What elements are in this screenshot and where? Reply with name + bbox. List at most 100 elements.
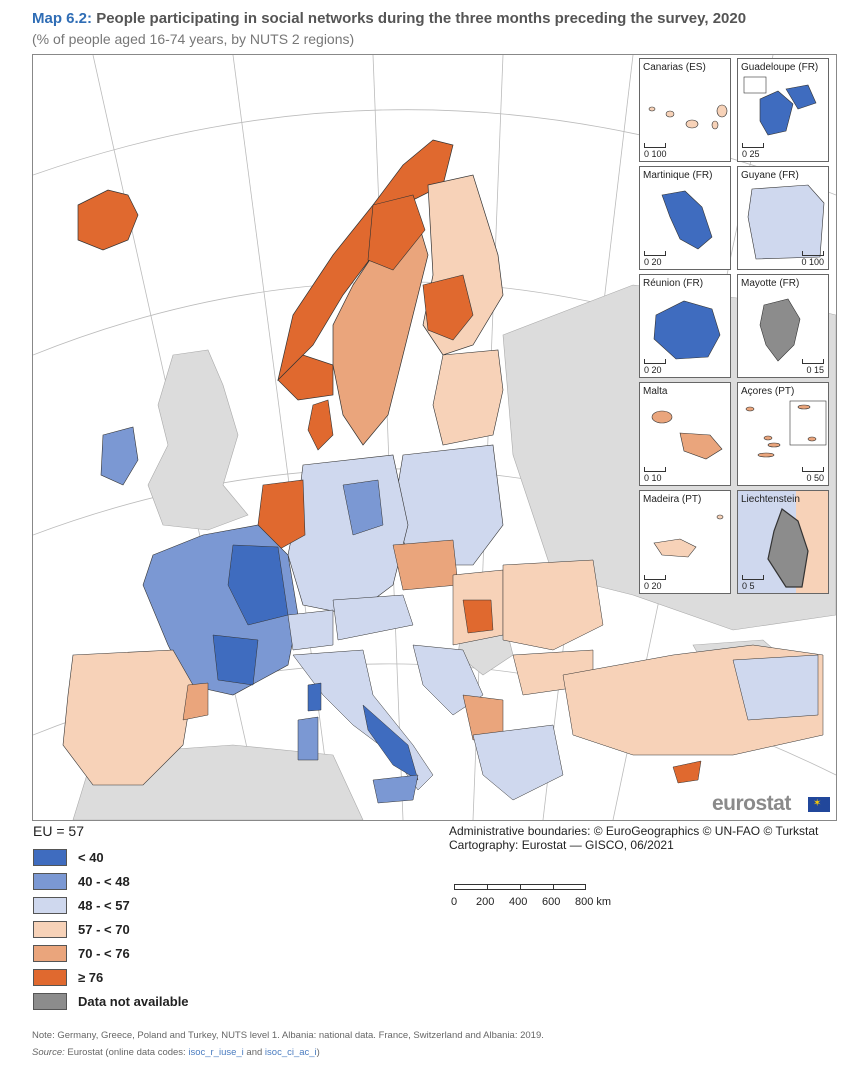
region-sweden-north — [367, 194, 426, 271]
region-denmark — [307, 399, 334, 451]
credits-cartography: Cartography: Eurostat — GISCO, 06/2021 — [449, 838, 674, 852]
legend-label: < 40 — [78, 849, 104, 865]
region-iberia — [62, 649, 194, 786]
map-subtitle: (% of people aged 16-74 years, by NUTS 2… — [32, 31, 355, 47]
legend-swatch — [33, 896, 67, 914]
legend-swatch — [33, 944, 67, 962]
map-frame: Canarias (ES) 0 100 Guadeloupe (FR) 0 25… — [32, 54, 837, 821]
credits: Administrative boundaries: © EuroGeograp… — [449, 824, 818, 852]
scale-label: 0 — [451, 896, 458, 908]
inset-label: Madeira (PT) — [643, 494, 702, 505]
region-czechia — [392, 539, 459, 591]
inset-scale: 0 15 — [802, 359, 824, 375]
inset-label: Réunion (FR) — [643, 278, 704, 289]
inset-malta-shape — [651, 410, 723, 460]
source-code-link[interactable]: isoc_r_iuse_i — [188, 1047, 244, 1058]
inset-label: Açores (PT) — [741, 386, 795, 397]
inset-mayotte-shape — [759, 298, 801, 362]
legend-item: ≥ 76 — [33, 965, 189, 989]
legend-item: 57 - < 70 — [33, 917, 189, 941]
scale-label: 800 km — [575, 896, 612, 908]
region-germany — [287, 454, 409, 616]
inset-scale: 0 5 — [742, 575, 764, 591]
legend-label: Data not available — [78, 993, 189, 1009]
inset-guadeloupe: Guadeloupe (FR) 0 25 — [737, 58, 829, 162]
inset-madeira-shape — [653, 514, 724, 558]
region-catalonia — [182, 682, 209, 721]
inset-label: Martinique (FR) — [643, 170, 713, 181]
region-sardinia — [297, 716, 319, 761]
region-finland-west — [422, 274, 474, 341]
inset-canarias: Canarias (ES) 0 100 — [639, 58, 731, 162]
inset-scale: 0 10 — [644, 467, 666, 483]
inset-martinique-shape — [661, 190, 713, 250]
note: Note: Germany, Greece, Poland and Turkey… — [32, 1030, 544, 1041]
scale-label: 400 — [509, 896, 528, 908]
region-budapest — [462, 599, 494, 634]
eu-average: EU = 57 — [33, 823, 84, 839]
region-france-centre — [227, 544, 289, 626]
scale-bar: 0 200 400 600 800 km — [450, 880, 650, 920]
inset-acores: Açores (PT) 0 50 — [737, 382, 829, 486]
region-sweden — [332, 204, 429, 446]
inset-scale: 0 50 — [802, 467, 824, 483]
inset-scale: 0 20 — [644, 359, 666, 375]
source: Source: Eurostat (online data codes: iso… — [32, 1047, 320, 1058]
region-norway-south — [277, 354, 334, 401]
eurostat-logo: eurostat ✶ — [710, 792, 830, 816]
region-switzerland — [287, 609, 334, 651]
inset-scale: 0 25 — [742, 143, 764, 159]
legend-swatch — [33, 992, 67, 1010]
legend-item: 70 - < 76 — [33, 941, 189, 965]
region-cyprus — [672, 760, 702, 784]
region-greece — [472, 724, 564, 801]
legend: < 40 40 - < 48 48 - < 57 57 - < 70 70 - … — [33, 845, 189, 1013]
source-close: ) — [316, 1047, 320, 1058]
inset-scale: 0 100 — [801, 251, 824, 267]
scale-label: 200 — [476, 896, 495, 908]
source-code-link[interactable]: isoc_ci_ac_i — [264, 1047, 317, 1058]
legend-item: < 40 — [33, 845, 189, 869]
map-title-text: People participating in social networks … — [96, 10, 747, 27]
inset-guyane: Guyane (FR) 0 100 — [737, 166, 829, 270]
inset-label: Canarias (ES) — [643, 62, 706, 73]
inset-scale: 0 100 — [644, 143, 667, 159]
inset-liechtenstein-shape — [767, 491, 828, 593]
region-sicily — [372, 774, 419, 804]
inset-malta: Malta 0 10 — [639, 382, 731, 486]
legend-swatch — [33, 872, 67, 890]
inset-label: Liechtenstein — [741, 494, 800, 505]
inset-liechtenstein: Liechtenstein 0 5 — [737, 490, 829, 594]
legend-label: 70 - < 76 — [78, 945, 130, 961]
eu-flag-icon: ✶ — [808, 797, 830, 812]
inset-canarias-shape — [648, 104, 728, 130]
inset-label: Guyane (FR) — [741, 170, 799, 181]
region-baltics — [432, 349, 504, 446]
legend-swatch — [33, 968, 67, 986]
legend-item: Data not available — [33, 989, 189, 1013]
credits-boundaries: Administrative boundaries: © EuroGeograp… — [449, 824, 819, 838]
region-france-south — [212, 634, 259, 686]
legend-item: 48 - < 57 — [33, 893, 189, 917]
region-corsica — [307, 682, 322, 712]
scale-label: 600 — [542, 896, 561, 908]
inset-madeira: Madeira (PT) 0 20 — [639, 490, 731, 594]
inset-label: Malta — [643, 386, 668, 397]
inset-acores-shape — [745, 400, 827, 458]
inset-label: Mayotte (FR) — [741, 278, 800, 289]
region-benelux — [257, 479, 306, 551]
eurostat-logo-text: eurostat — [712, 792, 791, 815]
inset-mayotte: Mayotte (FR) 0 15 — [737, 274, 829, 378]
inset-reunion-shape — [653, 300, 721, 360]
inset-scale: 0 20 — [644, 251, 666, 267]
region-ireland — [100, 426, 139, 486]
inset-reunion: Réunion (FR) 0 20 — [639, 274, 731, 378]
legend-label: 40 - < 48 — [78, 873, 130, 889]
region-austria — [332, 594, 414, 641]
map-number: Map 6.2: — [32, 10, 93, 27]
map-title: Map 6.2: People participating in social … — [32, 10, 746, 27]
region-iceland — [77, 189, 139, 251]
inset-label: Guadeloupe (FR) — [741, 62, 819, 73]
legend-swatch — [33, 848, 67, 866]
region-romania — [502, 559, 604, 651]
